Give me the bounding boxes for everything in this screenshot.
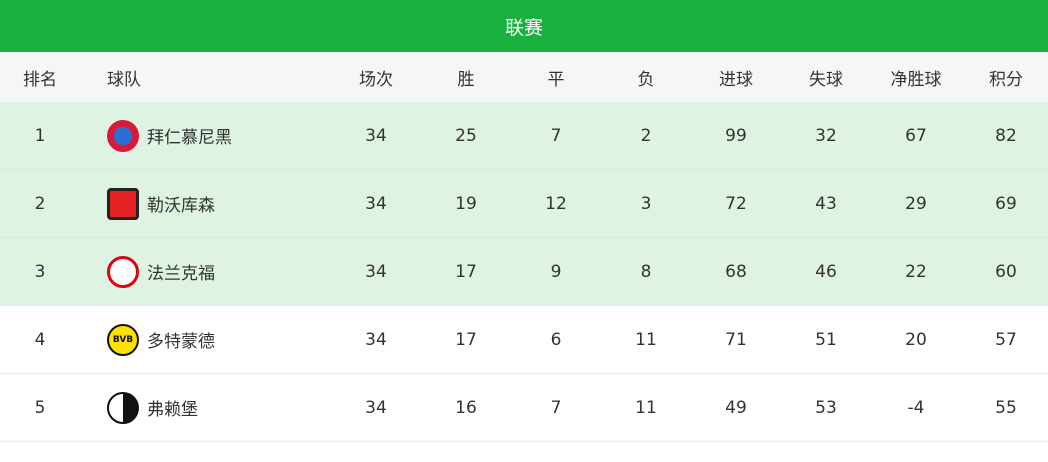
losses-cell: 8 (640, 261, 652, 282)
frankfurt-logo-icon (107, 255, 139, 288)
goals-for-cell: 68 (725, 261, 747, 282)
table-row-partial (0, 442, 1048, 462)
goals-for-cell: 49 (725, 397, 747, 418)
draws-cell: 7 (550, 125, 562, 146)
goals-against-cell: 43 (815, 193, 837, 214)
goal-diff-cell: -4 (907, 397, 925, 418)
goals-for-cell: 71 (725, 329, 747, 350)
goals-for-cell: 72 (725, 193, 747, 214)
draws-cell: 12 (545, 193, 567, 214)
points-cell: 69 (995, 193, 1017, 214)
losses-cell: 11 (635, 397, 657, 418)
draws-cell: 9 (550, 261, 562, 282)
leverkusen-logo-icon (107, 187, 139, 220)
goals-against-cell: 51 (815, 329, 837, 350)
goal-diff-cell: 22 (905, 261, 927, 282)
team-name: 弗赖堡 (147, 400, 198, 420)
goal-diff-cell: 67 (905, 125, 927, 146)
dortmund-logo-icon: BVB (107, 323, 139, 356)
goals-against-cell: 46 (815, 261, 837, 282)
team-cell[interactable]: 勒沃库森 (107, 170, 215, 237)
rank-cell: 5 (34, 397, 46, 418)
rank-cell: 1 (34, 125, 46, 146)
wins-cell: 19 (455, 193, 477, 214)
played-cell: 34 (365, 261, 387, 282)
header-goal-diff: 净胜球 (890, 69, 942, 90)
table-row[interactable]: 4 BVB 多特蒙德 34 17 6 11 71 51 20 57 (0, 306, 1048, 374)
team-name: 多特蒙德 (147, 332, 215, 352)
header-goals-against: 失球 (809, 69, 843, 90)
draws-cell: 7 (550, 397, 562, 418)
header-points: 积分 (989, 69, 1023, 90)
played-cell: 34 (365, 125, 387, 146)
rank-cell: 4 (34, 329, 46, 350)
header-played: 场次 (359, 69, 393, 90)
team-name: 法兰克福 (147, 264, 215, 284)
wins-cell: 25 (455, 125, 477, 146)
goal-diff-cell: 29 (905, 193, 927, 214)
team-cell[interactable]: 拜仁慕尼黑 (107, 102, 232, 169)
table-row[interactable]: 2 勒沃库森 34 19 12 3 72 43 29 69 (0, 170, 1048, 238)
header-wins: 胜 (457, 69, 475, 90)
table-header: 排名 球队 场次 胜 平 负 进球 失球 净胜球 积分 (0, 52, 1048, 102)
header-losses: 负 (637, 69, 655, 90)
goals-against-cell: 32 (815, 125, 837, 146)
points-cell: 82 (995, 125, 1017, 146)
header-team: 球队 (107, 69, 141, 90)
wins-cell: 17 (455, 329, 477, 350)
draws-cell: 6 (550, 329, 562, 350)
header-draws: 平 (547, 69, 565, 90)
team-cell[interactable]: 弗赖堡 (107, 374, 198, 441)
goals-for-cell: 99 (725, 125, 747, 146)
played-cell: 34 (365, 193, 387, 214)
league-title: 联赛 (0, 0, 1048, 52)
points-cell: 55 (995, 397, 1017, 418)
table-row[interactable]: 3 法兰克福 34 17 9 8 68 46 22 60 (0, 238, 1048, 306)
team-cell[interactable]: BVB 多特蒙德 (107, 306, 215, 373)
team-name: 勒沃库森 (147, 196, 215, 216)
bayern-logo-icon (107, 119, 139, 152)
losses-cell: 2 (640, 125, 652, 146)
wins-cell: 17 (455, 261, 477, 282)
points-cell: 60 (995, 261, 1017, 282)
header-rank: 排名 (23, 69, 57, 90)
losses-cell: 11 (635, 329, 657, 350)
points-cell: 57 (995, 329, 1017, 350)
goals-against-cell: 53 (815, 397, 837, 418)
header-goals-for: 进球 (719, 69, 753, 90)
rank-cell: 2 (34, 193, 46, 214)
team-cell[interactable]: 法兰克福 (107, 238, 215, 305)
goal-diff-cell: 20 (905, 329, 927, 350)
table-row[interactable]: 5 弗赖堡 34 16 7 11 49 53 -4 55 (0, 374, 1048, 442)
losses-cell: 3 (640, 193, 652, 214)
played-cell: 34 (365, 397, 387, 418)
freiburg-logo-icon (107, 391, 139, 424)
table-row[interactable]: 1 拜仁慕尼黑 34 25 7 2 99 32 67 82 (0, 102, 1048, 170)
team-name: 拜仁慕尼黑 (147, 128, 232, 148)
wins-cell: 16 (455, 397, 477, 418)
rank-cell: 3 (34, 261, 46, 282)
played-cell: 34 (365, 329, 387, 350)
